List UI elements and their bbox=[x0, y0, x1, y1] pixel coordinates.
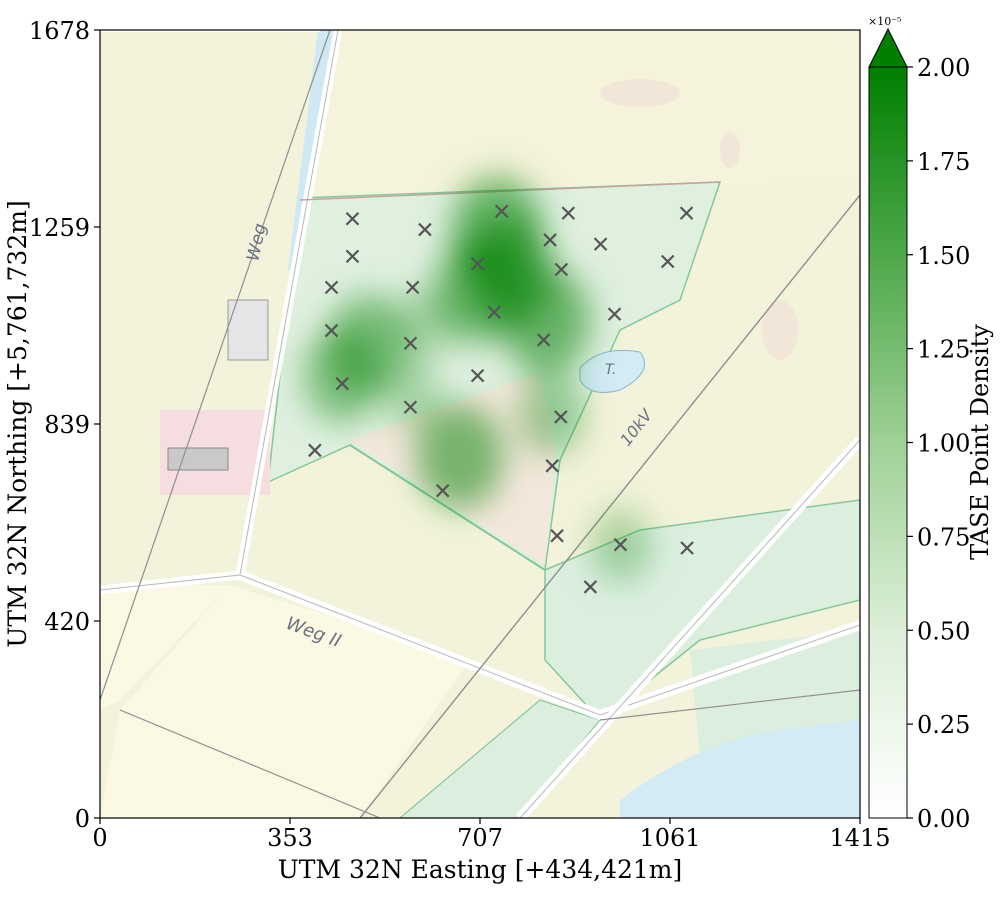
map-panel[interactable]: Weg Weg II 10kV T. bbox=[100, 30, 860, 818]
tase-point-marker bbox=[345, 249, 360, 264]
x-tick-label: 353 bbox=[267, 824, 313, 852]
tase-point-marker bbox=[487, 305, 502, 320]
tase-point-marker bbox=[613, 537, 628, 552]
tase-point-marker bbox=[607, 307, 622, 321]
colorbar-tick-label: 0.50 bbox=[917, 617, 970, 645]
tase-point-marker bbox=[403, 400, 418, 414]
tase-point-marker bbox=[470, 257, 485, 271]
colorbar-tick-label: 0.25 bbox=[917, 711, 970, 739]
tase-point-marker bbox=[554, 262, 569, 277]
x-axis: 0 353 707 1061 1415 bbox=[92, 818, 891, 852]
colorbar-scale-label: ×10⁻⁵ bbox=[868, 15, 901, 28]
tase-point-marker bbox=[418, 222, 432, 237]
tase-point-marker bbox=[324, 280, 339, 295]
colorbar-tick-label: 1.50 bbox=[917, 242, 970, 270]
colorbar-label: TASE Point Density bbox=[966, 324, 994, 560]
y-axis-label: UTM 32N Northing [+5,761,732m] bbox=[3, 200, 32, 647]
density-blob bbox=[383, 360, 440, 431]
y-tick-label: 420 bbox=[44, 608, 90, 636]
map-label-pond: T. bbox=[605, 362, 616, 378]
tase-points bbox=[308, 204, 694, 594]
tase-point-marker bbox=[593, 237, 608, 251]
colorbar-gradient bbox=[868, 66, 908, 819]
colorbar-tick-label: 2.00 bbox=[917, 54, 970, 82]
y-tick-label: 839 bbox=[44, 411, 90, 439]
tase-point-marker bbox=[308, 443, 322, 458]
tase-point-marker bbox=[335, 376, 350, 391]
colorbar-tick-label: 1.00 bbox=[917, 430, 970, 458]
tase-point-marker bbox=[324, 323, 339, 338]
tase-point-marker bbox=[554, 410, 568, 424]
colorbar-ticks: 0.00 0.25 0.50 0.75 1.00 1.25 1.50 1.75 2.00 bbox=[907, 54, 970, 833]
y-axis: 0 420 839 1259 1678 bbox=[29, 17, 100, 833]
x-tick-label: 1061 bbox=[639, 824, 700, 852]
colorbar-extend-arrow bbox=[868, 27, 908, 68]
density-blob bbox=[517, 372, 586, 456]
density-blob bbox=[303, 329, 381, 424]
colorbar-tick-label: 1.75 bbox=[917, 148, 970, 176]
y-tick-label: 0 bbox=[75, 805, 90, 833]
density-blob bbox=[416, 403, 504, 510]
tase-point-marker bbox=[561, 206, 576, 220]
colorbar-tick-label: 0.00 bbox=[917, 805, 970, 833]
tase-point-marker bbox=[543, 233, 557, 247]
colorbar-tick-label: 1.25 bbox=[917, 336, 970, 364]
x-tick-label: 1415 bbox=[829, 824, 890, 852]
tase-point-marker bbox=[403, 336, 418, 351]
density-blob bbox=[432, 240, 519, 344]
y-tick-label: 1259 bbox=[29, 214, 90, 242]
x-tick-label: 0 bbox=[92, 824, 107, 852]
density-blob bbox=[393, 289, 452, 361]
density-heatmap bbox=[303, 175, 652, 583]
density-blob bbox=[501, 266, 591, 374]
tase-point-marker bbox=[470, 368, 485, 383]
tase-point-marker bbox=[550, 528, 564, 543]
tase-point-marker bbox=[494, 204, 509, 219]
tase-point-marker bbox=[660, 254, 675, 269]
tase-point-marker bbox=[435, 483, 450, 498]
colorbar-tick-label: 0.75 bbox=[917, 523, 970, 551]
tase-point-marker bbox=[405, 280, 420, 295]
tase-point-marker bbox=[679, 206, 694, 220]
y-tick-label: 1678 bbox=[29, 17, 90, 45]
tase-point-marker bbox=[345, 212, 360, 226]
colorbar: ×10⁻⁵ 0.00 0.25 0.50 0.75 1.00 1.25 1.50 1.75 2.… bbox=[868, 15, 994, 833]
x-tick-label: 707 bbox=[457, 824, 503, 852]
tase-point-marker bbox=[583, 580, 598, 594]
x-axis-label: UTM 32N Easting [+434,421m] bbox=[278, 855, 683, 884]
tase-point-marker bbox=[536, 333, 551, 347]
tase-point-marker bbox=[680, 541, 694, 555]
tase-point-marker bbox=[545, 459, 560, 473]
